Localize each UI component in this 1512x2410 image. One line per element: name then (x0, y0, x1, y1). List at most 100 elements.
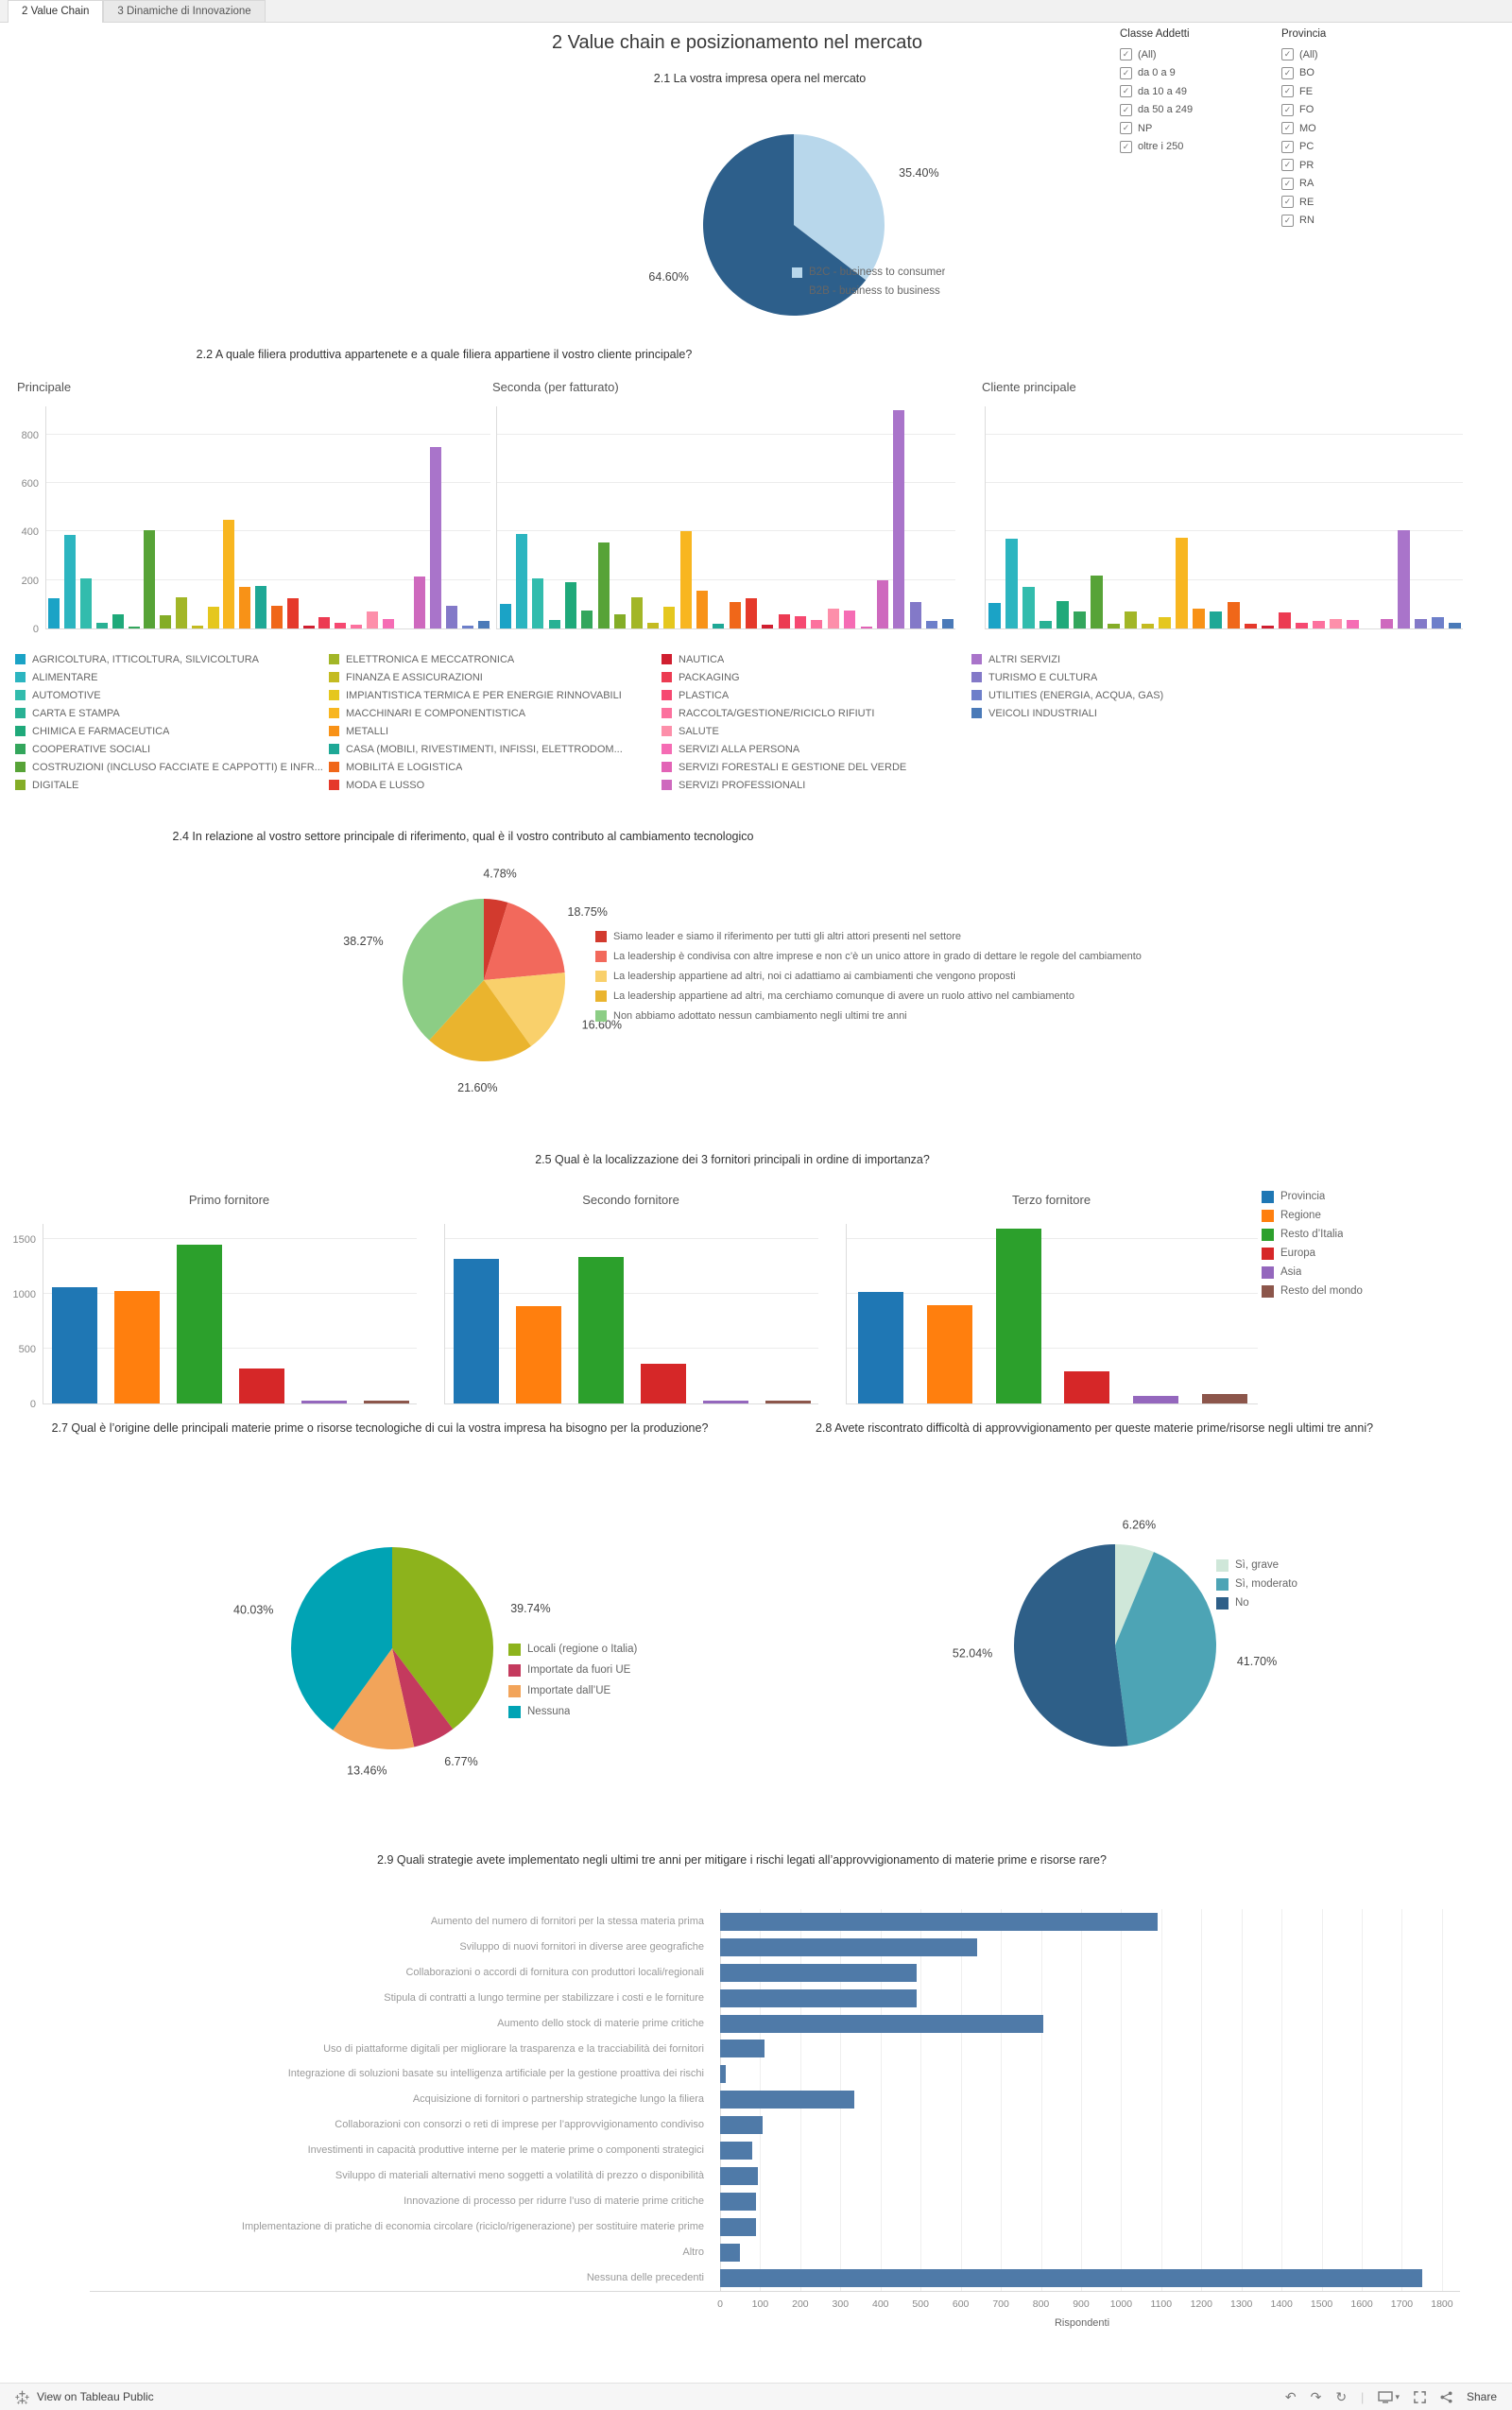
bar[interactable] (48, 597, 60, 628)
bar[interactable] (630, 596, 643, 628)
bar[interactable] (516, 533, 528, 628)
bar[interactable] (286, 597, 299, 628)
bar[interactable] (720, 2217, 757, 2236)
bar[interactable] (765, 1400, 811, 1403)
bar[interactable] (80, 578, 93, 628)
bar[interactable] (516, 1305, 561, 1403)
bar[interactable] (351, 625, 363, 628)
filter-checkbox-item[interactable]: ✓ FO (1281, 101, 1414, 120)
bar[interactable] (445, 605, 457, 628)
tab-value-chain[interactable]: 2 Value Chain (8, 0, 104, 23)
checkbox-checked-icon[interactable]: ✓ (1281, 122, 1294, 135)
bar[interactable] (720, 2166, 759, 2185)
checkbox-checked-icon[interactable]: ✓ (1281, 85, 1294, 98)
pie-slice[interactable] (703, 134, 867, 316)
bar[interactable] (1176, 537, 1189, 628)
bar[interactable] (1261, 626, 1274, 628)
checkbox-checked-icon[interactable]: ✓ (1120, 103, 1132, 116)
bar[interactable] (720, 2065, 727, 2084)
filter-checkbox-item[interactable]: ✓ da 50 a 249 (1120, 101, 1276, 120)
bar[interactable] (995, 1228, 1041, 1403)
bar[interactable] (1295, 622, 1308, 628)
bar[interactable] (720, 2116, 763, 2135)
bar[interactable] (988, 603, 1001, 628)
bar[interactable] (942, 618, 954, 628)
bar[interactable] (548, 620, 560, 628)
bar[interactable] (778, 613, 790, 628)
bar[interactable] (255, 586, 267, 628)
bar[interactable] (1329, 618, 1342, 628)
checkbox-checked-icon[interactable]: ✓ (1281, 159, 1294, 172)
bar[interactable] (1312, 621, 1325, 628)
pie-slice[interactable] (484, 899, 508, 980)
bar[interactable] (1073, 611, 1086, 628)
pie-slice[interactable] (484, 973, 565, 1046)
bar[interactable] (95, 622, 108, 628)
bar[interactable] (860, 627, 872, 628)
filter-checkbox-item[interactable]: ✓ RE (1281, 193, 1414, 212)
bar[interactable] (1133, 1396, 1178, 1403)
pie-slice[interactable] (1115, 1544, 1155, 1645)
bar[interactable] (844, 610, 856, 628)
bar[interactable] (301, 1401, 347, 1403)
bar[interactable] (191, 626, 203, 628)
bar[interactable] (565, 582, 577, 628)
bar[interactable] (1159, 617, 1172, 628)
bar[interactable] (720, 2192, 757, 2211)
bar[interactable] (461, 625, 473, 628)
filter-checkbox-item[interactable]: ✓ (All) (1281, 45, 1414, 64)
bar[interactable] (1415, 618, 1428, 628)
bar[interactable] (1056, 600, 1069, 628)
bar[interactable] (430, 446, 442, 628)
pie-slice[interactable] (403, 899, 484, 1041)
bar[interactable] (128, 627, 140, 628)
bar[interactable] (795, 616, 807, 628)
bar[interactable] (720, 2268, 1422, 2287)
pie-slice[interactable] (1115, 1552, 1216, 1747)
filter-checkbox-item[interactable]: ✓ PR (1281, 156, 1414, 175)
filter-checkbox-item[interactable]: ✓ da 10 a 49 (1120, 82, 1276, 101)
bar[interactable] (720, 2091, 855, 2109)
checkbox-checked-icon[interactable]: ✓ (1281, 196, 1294, 209)
bar[interactable] (144, 530, 156, 628)
bar[interactable] (703, 1400, 748, 1403)
bar[interactable] (112, 613, 124, 628)
bar[interactable] (114, 1290, 160, 1403)
tableau-logo-icon[interactable] (15, 2390, 29, 2404)
bar[interactable] (1449, 622, 1462, 628)
bar[interactable] (1064, 1371, 1110, 1403)
bar[interactable] (1125, 611, 1138, 628)
checkbox-checked-icon[interactable]: ✓ (1281, 103, 1294, 116)
bar[interactable] (499, 604, 511, 628)
pie-slice[interactable] (484, 902, 565, 980)
bar[interactable] (207, 606, 219, 628)
bar[interactable] (581, 610, 593, 628)
bar[interactable] (1142, 623, 1155, 628)
bar[interactable] (909, 601, 921, 628)
bar[interactable] (746, 597, 758, 628)
bar[interactable] (1193, 609, 1206, 628)
bar[interactable] (239, 587, 251, 628)
checkbox-checked-icon[interactable]: ✓ (1120, 48, 1132, 61)
bar[interactable] (318, 617, 331, 628)
view-on-tableau-public-link[interactable]: View on Tableau Public (37, 2390, 154, 2403)
bar[interactable] (720, 2243, 741, 2262)
bar[interactable] (366, 611, 378, 628)
filter-checkbox-item[interactable]: ✓ FE (1281, 82, 1414, 101)
device-layout-icon[interactable]: ▾ (1378, 2390, 1400, 2403)
bar[interactable] (177, 1245, 222, 1403)
bar[interactable] (1005, 539, 1018, 628)
bar[interactable] (1039, 621, 1052, 628)
pie-slice[interactable] (392, 1547, 493, 1730)
bar[interactable] (223, 519, 235, 628)
filter-checkbox-item[interactable]: ✓ BO (1281, 64, 1414, 83)
bar[interactable] (729, 601, 741, 628)
filter-checkbox-item[interactable]: ✓ RA (1281, 175, 1414, 194)
bar[interactable] (1090, 575, 1103, 628)
pie-slice[interactable] (794, 134, 885, 281)
checkbox-checked-icon[interactable]: ✓ (1120, 122, 1132, 135)
bar[interactable] (1244, 623, 1257, 628)
bar[interactable] (696, 591, 708, 628)
bar[interactable] (578, 1257, 624, 1403)
bar[interactable] (1278, 612, 1291, 628)
